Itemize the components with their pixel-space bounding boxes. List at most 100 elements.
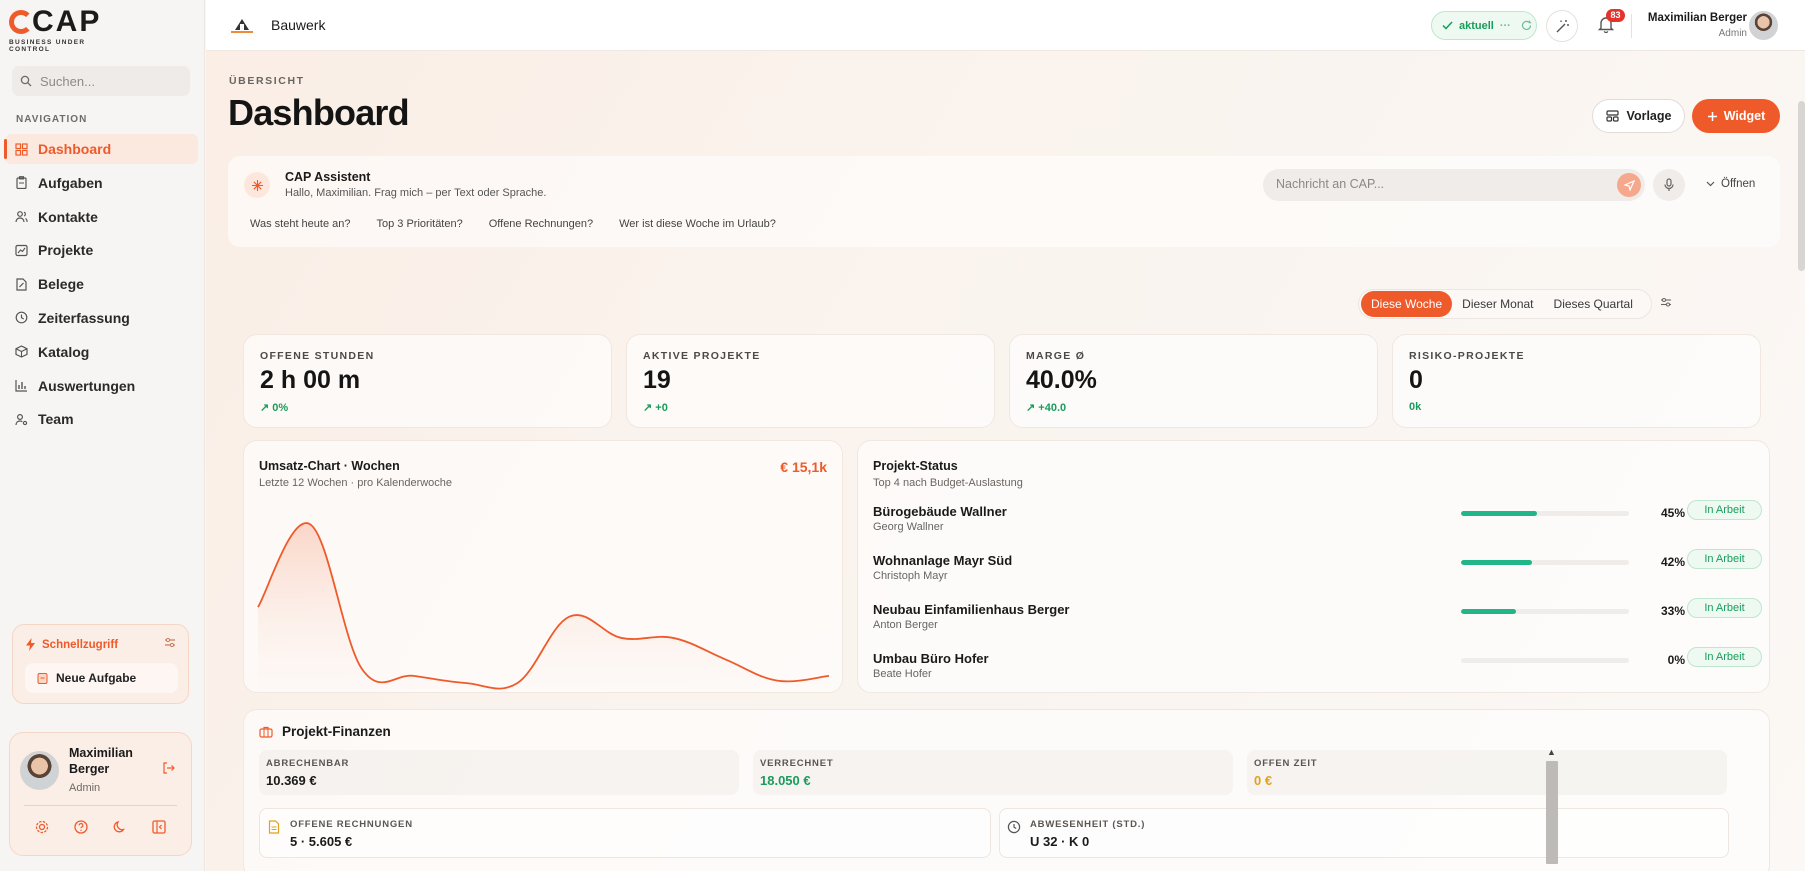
nav-item-label: Projekte bbox=[38, 242, 94, 259]
period-this-month[interactable]: Dieser Monat bbox=[1462, 297, 1534, 311]
stat-label: OFFENE RECHNUNGEN bbox=[290, 819, 413, 830]
budget-progress-fill bbox=[1461, 560, 1532, 565]
budget-percent: 0% bbox=[1667, 653, 1685, 667]
period-this-quarter[interactable]: Dieses Quartal bbox=[1553, 297, 1633, 311]
sidebar-collapse-icon[interactable] bbox=[151, 819, 167, 835]
kpi-active-projects[interactable]: AKTIVE PROJEKTE 19 ↗ +0 bbox=[626, 334, 995, 428]
sidebar-search[interactable] bbox=[12, 66, 190, 96]
company-name[interactable]: Bauwerk bbox=[271, 17, 326, 33]
task-icon bbox=[37, 673, 48, 684]
user-settings-icon bbox=[15, 413, 28, 426]
search-input[interactable] bbox=[40, 73, 180, 89]
nav-item-dashboard[interactable]: Dashboard bbox=[4, 134, 198, 164]
divider bbox=[1631, 14, 1632, 38]
avatar[interactable] bbox=[20, 751, 59, 790]
send-button[interactable] bbox=[1617, 173, 1641, 197]
invoice-icon bbox=[268, 820, 280, 834]
suggestion-chip[interactable]: Wer ist diese Woche im Urlaub? bbox=[619, 218, 776, 230]
quick-access-header: Schnellzugriff bbox=[25, 638, 118, 651]
assistant-title: CAP Assistent bbox=[285, 170, 371, 184]
suggestion-chip[interactable]: Offene Rechnungen? bbox=[488, 218, 594, 230]
nav-item-kontakte[interactable]: Kontakte bbox=[5, 202, 198, 232]
assistant-message-input[interactable] bbox=[1276, 177, 1596, 191]
filter-sliders-icon[interactable] bbox=[1660, 297, 1672, 307]
budget-progress-bar bbox=[1461, 560, 1629, 565]
magic-wand-icon bbox=[1556, 19, 1569, 32]
company-logo[interactable] bbox=[230, 16, 254, 34]
bar-chart-icon bbox=[15, 380, 27, 392]
project-status-card: Projekt-Status Top 4 nach Budget-Auslast… bbox=[857, 440, 1770, 693]
kpi-open-hours[interactable]: OFFENE STUNDEN 2 h 00 m ↗ 0% bbox=[243, 334, 612, 428]
kpi-margin[interactable]: MARGE Ø 40.0% ↗ +40.0 bbox=[1009, 334, 1378, 428]
nav-item-projekte[interactable]: Projekte bbox=[5, 235, 198, 265]
nav-item-label: Dashboard bbox=[38, 141, 112, 157]
project-row[interactable]: Neubau Einfamilienhaus Berger Anton Berg… bbox=[873, 598, 1762, 642]
period-this-week[interactable]: Diese Woche bbox=[1361, 291, 1453, 317]
budget-progress-bar bbox=[1461, 658, 1629, 663]
new-task-button[interactable]: Neue Aufgabe bbox=[25, 663, 178, 693]
sync-status-badge[interactable]: aktuell ··· bbox=[1431, 11, 1537, 40]
template-button-label: Vorlage bbox=[1626, 109, 1672, 123]
kpi-label: RISIKO-PROJEKTE bbox=[1409, 350, 1525, 362]
stat-label: ABWESENHEIT (STD.) bbox=[1030, 819, 1146, 830]
nav-item-aufgaben[interactable]: Aufgaben bbox=[5, 168, 198, 198]
grid-icon bbox=[15, 142, 28, 156]
budget-progress-bar bbox=[1461, 609, 1629, 614]
assistant-subtitle: Hallo, Maximilian. Frag mich – per Text … bbox=[285, 187, 547, 199]
settings-gear-icon[interactable] bbox=[34, 819, 50, 835]
microphone-button[interactable] bbox=[1653, 169, 1685, 201]
chart-area-fill bbox=[258, 523, 829, 689]
project-row[interactable]: Bürogebäude Wallner Georg Wallner 45% In… bbox=[873, 500, 1762, 544]
check-icon bbox=[1442, 21, 1453, 30]
suggestion-chip[interactable]: Was steht heute an? bbox=[250, 218, 351, 230]
project-name: Wohnanlage Mayr Süd bbox=[873, 553, 1013, 568]
nav-item-label: Team bbox=[38, 411, 74, 428]
nav-item-label: Katalog bbox=[38, 343, 90, 360]
profile-role: Admin bbox=[69, 782, 101, 794]
page-scrollbar[interactable] bbox=[1798, 101, 1805, 271]
stat-value: 0 € bbox=[1254, 773, 1273, 788]
suggestion-chip[interactable]: Top 3 Prioritäten? bbox=[376, 218, 463, 230]
header-user-name[interactable]: Maximilian Berger bbox=[1647, 12, 1747, 24]
project-chart-icon bbox=[15, 244, 28, 256]
nav-item-label: Auswertungen bbox=[38, 377, 136, 394]
kpi-value: 40.0% bbox=[1026, 366, 1097, 394]
assistant-message-field[interactable] bbox=[1263, 169, 1645, 201]
nav-item-katalog[interactable]: Katalog bbox=[5, 337, 198, 367]
logout-icon[interactable] bbox=[162, 761, 176, 775]
page-eyebrow: ÜBERSICHT bbox=[229, 75, 305, 87]
scroll-thumb[interactable] bbox=[1546, 761, 1558, 864]
add-widget-button[interactable]: Widget bbox=[1692, 99, 1780, 133]
assistant-open-toggle[interactable]: Öffnen bbox=[1706, 178, 1755, 190]
template-button[interactable]: Vorlage bbox=[1592, 99, 1685, 133]
stat-label: ABRECHENBAR bbox=[266, 758, 350, 769]
trend-up-icon: ↗ bbox=[260, 402, 270, 414]
moon-icon[interactable] bbox=[112, 819, 128, 835]
nav-item-auswertungen[interactable]: Auswertungen bbox=[5, 371, 198, 401]
finances-scrollbar[interactable]: ▲ bbox=[1544, 747, 1559, 864]
project-owner: Georg Wallner bbox=[873, 521, 944, 533]
plus-icon bbox=[1707, 111, 1717, 121]
clipboard-icon bbox=[16, 176, 27, 190]
chart-title: Umsatz-Chart · Wochen bbox=[259, 459, 400, 473]
nav-item-team[interactable]: Team bbox=[5, 404, 198, 434]
nav-item-belege[interactable]: Belege bbox=[5, 269, 198, 299]
cap-logo[interactable]: CAP BUSINESS UNDER CONTROL bbox=[9, 7, 129, 53]
open-invoices-stat[interactable]: OFFENE RECHNUNGEN 5 · 5.605 € bbox=[259, 808, 991, 858]
sliders-icon[interactable] bbox=[164, 637, 176, 648]
status-badge: In Arbeit bbox=[1687, 598, 1762, 618]
scroll-up-icon[interactable]: ▲ bbox=[1547, 747, 1556, 757]
stat-label: VERRECHNET bbox=[760, 758, 834, 769]
sparkle-icon bbox=[244, 172, 270, 198]
lightning-icon bbox=[26, 638, 35, 651]
help-icon[interactable] bbox=[73, 819, 89, 835]
nav-item-label: Aufgaben bbox=[38, 174, 103, 191]
kpi-risk-projects[interactable]: RISIKO-PROJEKTE 0 0k bbox=[1392, 334, 1761, 428]
project-row[interactable]: Wohnanlage Mayr Süd Christoph Mayr 42% I… bbox=[873, 549, 1762, 593]
status-badge: In Arbeit bbox=[1687, 549, 1762, 569]
magic-wand-button[interactable] bbox=[1546, 10, 1578, 42]
nav-item-zeiterfassung[interactable]: Zeiterfassung bbox=[5, 303, 198, 333]
project-row[interactable]: Umbau Büro Hofer Beate Hofer 0% In Arbei… bbox=[873, 647, 1762, 691]
absence-stat[interactable]: ABWESENHEIT (STD.) U 32 · K 0 bbox=[999, 808, 1729, 858]
avatar[interactable] bbox=[1749, 11, 1778, 40]
